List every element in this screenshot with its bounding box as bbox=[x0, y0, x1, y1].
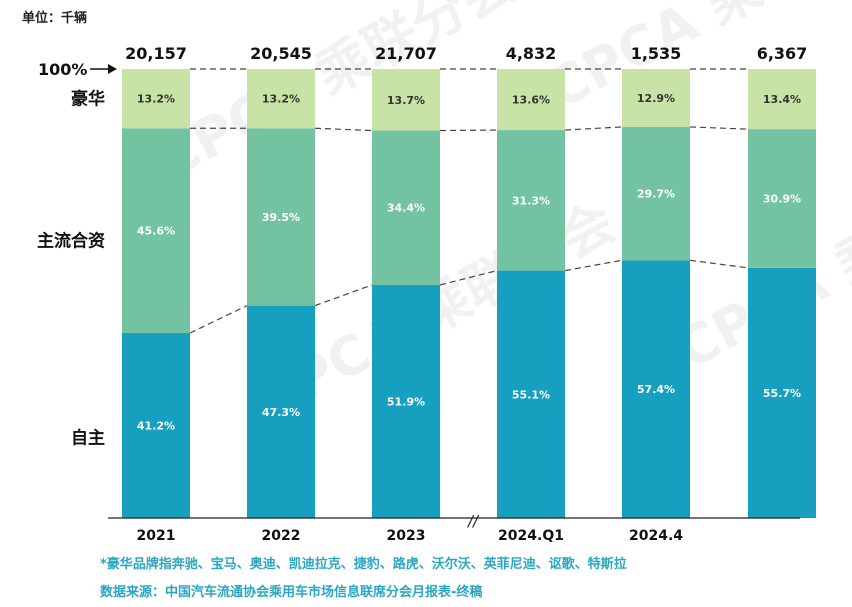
total-label: 20,545 bbox=[250, 44, 312, 63]
x-tick-label: 2023 bbox=[387, 528, 426, 544]
connector-line bbox=[689, 126, 749, 130]
data-label: 39.5% bbox=[262, 211, 300, 224]
bar-segment bbox=[372, 130, 440, 285]
bar-segment bbox=[748, 267, 816, 518]
data-label: 29.7% bbox=[637, 188, 675, 201]
connector-line bbox=[314, 284, 373, 307]
source-text: 数据来源：中国汽车流通协会乘用车市场信息联席分会月报表-终稿 bbox=[100, 584, 482, 600]
data-label: 13.7% bbox=[387, 94, 425, 107]
data-label: 55.1% bbox=[512, 388, 550, 401]
total-label: 1,535 bbox=[631, 44, 682, 63]
series-label: 主流合资 bbox=[37, 231, 105, 252]
data-label: 30.9% bbox=[763, 193, 801, 206]
total-label: 6,367 bbox=[757, 44, 808, 63]
bar-segment bbox=[372, 284, 440, 518]
bar-segment bbox=[122, 128, 190, 334]
bar-segment bbox=[622, 126, 690, 261]
data-label: 13.2% bbox=[137, 93, 175, 106]
total-label: 20,157 bbox=[125, 44, 187, 63]
data-label: 13.6% bbox=[512, 94, 550, 107]
bar-segment bbox=[122, 333, 190, 518]
bars-layer bbox=[122, 69, 816, 518]
total-label: 21,707 bbox=[375, 44, 437, 63]
bar-segment bbox=[247, 305, 315, 518]
bar-segment bbox=[372, 69, 440, 131]
axis-break-symbol: // bbox=[466, 512, 480, 530]
bar-segment bbox=[247, 69, 315, 129]
series-label: 豪华 bbox=[71, 89, 105, 110]
total-label: 4,832 bbox=[506, 44, 557, 63]
connector-lines-layer bbox=[189, 68, 749, 334]
data-label: 55.7% bbox=[763, 387, 801, 400]
footnote-text: *豪华品牌指奔驰、宝马、奥迪、凯迪拉克、捷豹、路虎、沃尔沃、英菲尼迪、讴歌、特斯… bbox=[100, 556, 627, 572]
x-tick-label: 2022 bbox=[262, 528, 301, 544]
watermark-text: CPCA 乘联分会 bbox=[147, 0, 526, 191]
data-label: 12.9% bbox=[637, 92, 675, 105]
data-label: 13.4% bbox=[763, 93, 801, 106]
y-max-arrow bbox=[90, 64, 117, 74]
bar-segment bbox=[122, 69, 190, 129]
bar-segment bbox=[497, 69, 565, 131]
data-label: 45.6% bbox=[137, 225, 175, 238]
data-label: 41.2% bbox=[137, 420, 175, 433]
series-label: 自主 bbox=[71, 428, 105, 449]
connector-line bbox=[689, 259, 749, 269]
data-label: 57.4% bbox=[637, 383, 675, 396]
connector-line bbox=[314, 127, 373, 132]
connector-line bbox=[189, 305, 248, 334]
bar-segment bbox=[247, 128, 315, 306]
bar-segment bbox=[748, 69, 816, 130]
labels-layer: 41.2% 45.6% 13.2% 20,157 2021 47.3% 39.5% 13.2%… bbox=[37, 44, 807, 544]
data-label: 31.3% bbox=[512, 194, 550, 207]
data-label: 13.2% bbox=[262, 93, 300, 106]
y-max-label: 100% bbox=[38, 60, 87, 79]
x-tick-label: 2024.4 bbox=[629, 528, 683, 544]
bar-segment bbox=[622, 69, 690, 127]
bar-segment bbox=[622, 260, 690, 518]
x-tick-label: 2021 bbox=[137, 528, 176, 544]
bar-segment bbox=[748, 129, 816, 268]
data-label: 34.4% bbox=[387, 202, 425, 215]
bar-segment bbox=[497, 270, 565, 518]
connector-line bbox=[564, 126, 623, 131]
bar-segment bbox=[497, 130, 565, 271]
unit-label: 单位：千辆 bbox=[22, 10, 87, 26]
data-label: 47.3% bbox=[262, 406, 300, 419]
data-label: 51.9% bbox=[387, 395, 425, 408]
x-tick-label: 2024.Q1 bbox=[498, 528, 564, 544]
